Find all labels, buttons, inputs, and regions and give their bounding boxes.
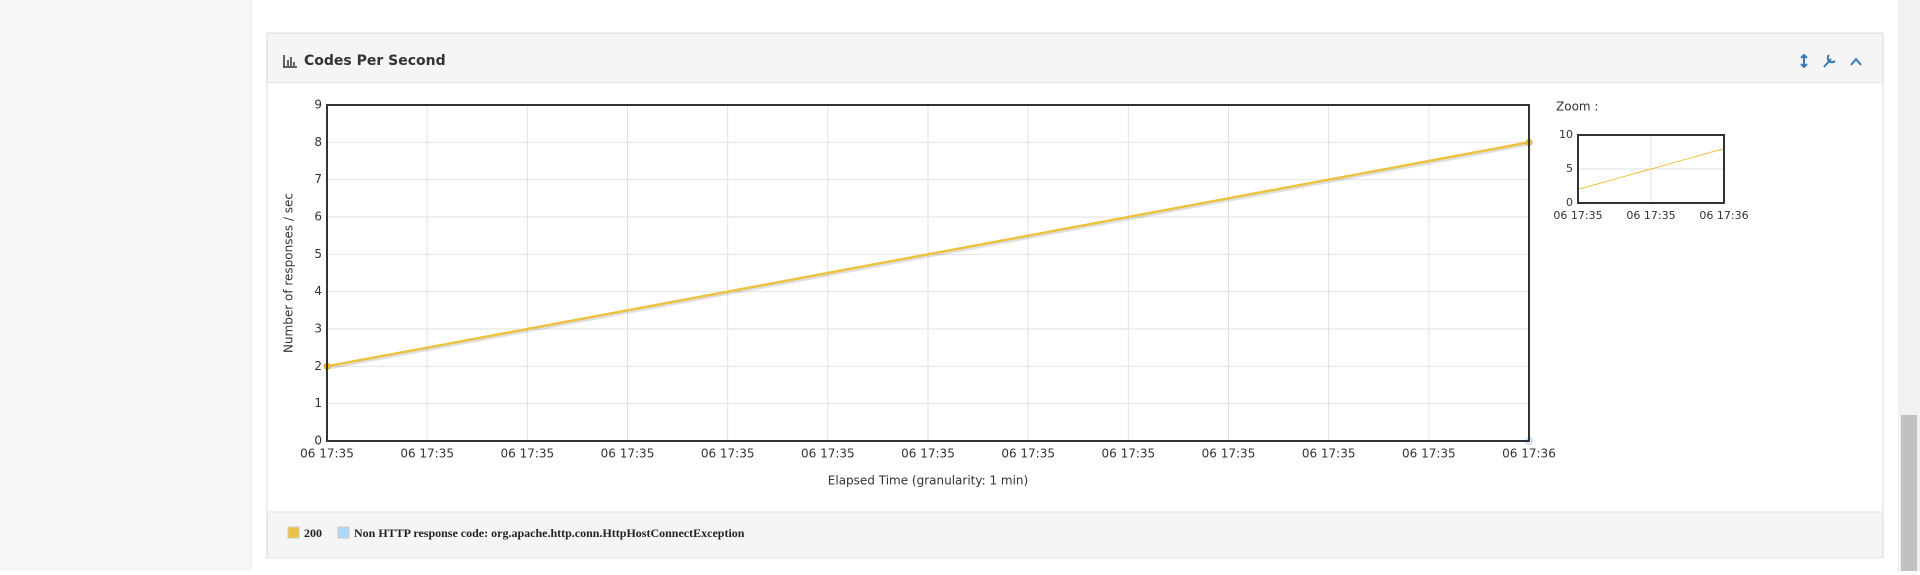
y-tick-label: 3 bbox=[314, 322, 322, 336]
scrollbar-thumb[interactable] bbox=[1901, 415, 1917, 571]
y-tick-label: 9 bbox=[314, 98, 322, 112]
legend-label: Non HTTP response code: org.apache.http.… bbox=[354, 526, 745, 540]
x-tick-label: 06 17:36 bbox=[1502, 447, 1556, 461]
series-line bbox=[1577, 148, 1725, 190]
x-tick-label: 06 17:35 bbox=[901, 447, 955, 461]
series-line bbox=[326, 141, 1530, 368]
y-tick-label: 8 bbox=[314, 135, 322, 149]
plot-frame bbox=[1577, 134, 1725, 204]
x-tick-label: 06 17:35 bbox=[601, 447, 655, 461]
collapse-button[interactable] bbox=[1850, 57, 1862, 66]
y-tick-label: 1 bbox=[314, 396, 322, 410]
y-tick-label: 5 bbox=[314, 247, 322, 261]
x-tick-label: 06 17:35 bbox=[801, 447, 855, 461]
x-tick-label: 06 17:35 bbox=[1553, 209, 1602, 222]
y-tick-label: 7 bbox=[314, 172, 322, 186]
legend-label: 200 bbox=[304, 526, 322, 540]
resize-button[interactable] bbox=[1800, 53, 1808, 69]
left-sidebar bbox=[0, 0, 251, 571]
y-tick-label: 6 bbox=[314, 210, 322, 224]
x-axis-label: Elapsed Time (granularity: 1 min) bbox=[828, 474, 1028, 488]
zoom-label: Zoom : bbox=[1556, 100, 1598, 114]
x-tick-label: 06 17:35 bbox=[1302, 447, 1356, 461]
x-tick-label: 06 17:35 bbox=[400, 447, 454, 461]
x-tick-label: 06 17:35 bbox=[1101, 447, 1155, 461]
panel-header bbox=[267, 33, 1883, 83]
line-shadow bbox=[326, 142, 1530, 370]
y-tick-label: 5 bbox=[1566, 162, 1573, 175]
panel bbox=[266, 32, 1884, 559]
x-tick-label: 06 17:35 bbox=[500, 447, 554, 461]
x-tick-label: 06 17:35 bbox=[1001, 447, 1055, 461]
y-tick-label: 0 bbox=[1566, 196, 1573, 209]
y-tick-label: 4 bbox=[314, 284, 322, 298]
y-tick-label: 10 bbox=[1559, 128, 1573, 141]
panel-title: Codes Per Second bbox=[304, 53, 446, 69]
chart-icon bbox=[283, 55, 297, 68]
y-tick-label: 2 bbox=[314, 359, 322, 373]
x-tick-label: 06 17:35 bbox=[701, 447, 755, 461]
legend-area bbox=[267, 511, 1883, 559]
y-axis-label: Number of responses / sec bbox=[282, 193, 296, 353]
x-tick-label: 06 17:35 bbox=[1202, 447, 1256, 461]
x-tick-label: 06 17:35 bbox=[300, 447, 354, 461]
x-tick-label: 06 17:36 bbox=[1699, 209, 1748, 222]
legend-swatch bbox=[337, 526, 350, 539]
y-tick-label: 0 bbox=[314, 434, 322, 448]
x-tick-label: 06 17:35 bbox=[1626, 209, 1675, 222]
x-tick-label: 06 17:35 bbox=[1402, 447, 1456, 461]
plot-frame bbox=[326, 104, 1530, 442]
settings-button[interactable] bbox=[1823, 54, 1836, 68]
legend-swatch bbox=[287, 526, 300, 539]
